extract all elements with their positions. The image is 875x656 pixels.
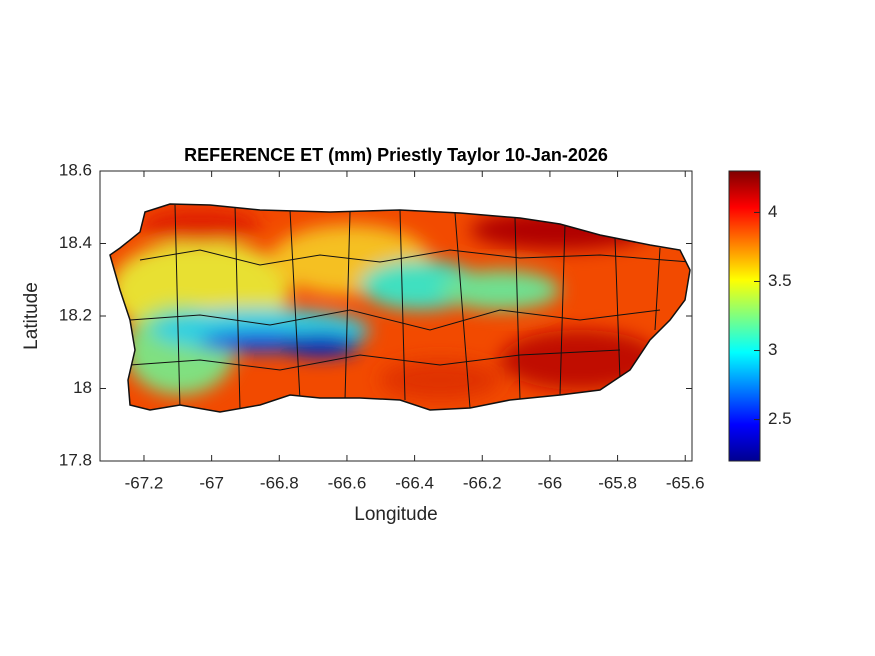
x-tick-label: -65.8: [598, 473, 637, 492]
x-tick-label: -67.2: [125, 473, 164, 492]
x-tick-label: -66.4: [395, 473, 434, 492]
colorbar-tick-label: 3: [768, 340, 777, 359]
x-tick-label: -66: [538, 473, 563, 492]
y-axis-label: Latitude: [21, 282, 42, 350]
y-tick-label: 18: [73, 378, 92, 397]
y-tick-label: 18.4: [59, 233, 92, 252]
x-tick-label: -65.6: [666, 473, 705, 492]
x-axis-label: Longitude: [354, 504, 437, 525]
y-tick-label: 17.8: [59, 450, 92, 469]
municipal-boundaries: [129, 204, 690, 411]
y-tick-label: 18.6: [59, 160, 92, 179]
colorbar-tick-label: 4: [768, 202, 777, 221]
x-tick-label: -66.8: [260, 473, 299, 492]
x-tick-label: -66.6: [328, 473, 367, 492]
x-tick-label: -67: [199, 473, 224, 492]
colorbar: [728, 170, 761, 462]
colorbar-tick-label: 2.5: [768, 409, 792, 428]
title: REFERENCE ET (mm) Priestly Taylor 10-Jan…: [184, 145, 608, 165]
colorbar-tick-label: 3.5: [768, 271, 792, 290]
y-tick-label: 18.2: [59, 305, 92, 324]
x-tick-label: -66.2: [463, 473, 502, 492]
